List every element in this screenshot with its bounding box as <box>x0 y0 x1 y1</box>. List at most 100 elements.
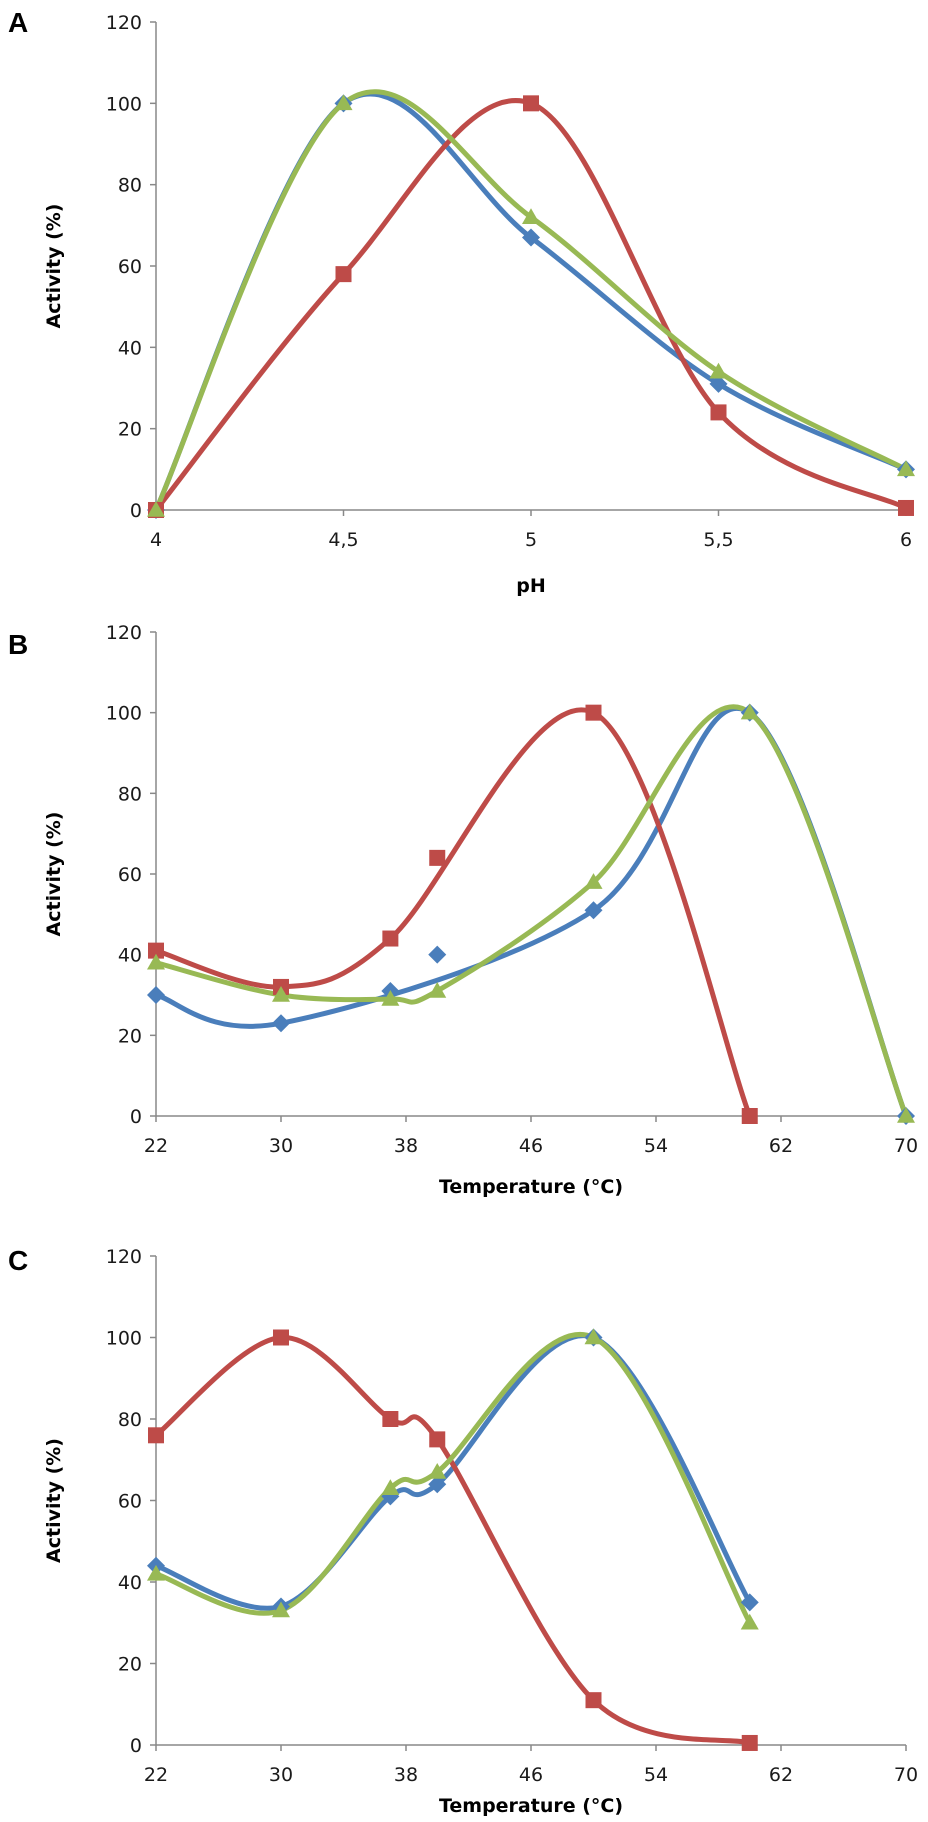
series-line-blue <box>153 706 909 1119</box>
y-tick-label: 100 <box>106 1328 142 1350</box>
y-tick-label: 20 <box>118 1654 142 1676</box>
x-tick-label: 22 <box>144 1764 168 1786</box>
series-line-red <box>153 98 909 513</box>
data-point-red <box>585 1692 602 1709</box>
panel-letter: A <box>8 7 28 38</box>
y-tick-label: 20 <box>118 419 142 441</box>
y-tick-label: 40 <box>118 945 142 967</box>
y-tick-label: 40 <box>118 1572 142 1594</box>
series-line-red <box>153 707 753 1119</box>
data-point-blue <box>428 945 447 964</box>
x-tick-label: 22 <box>144 1135 168 1157</box>
data-point-blue <box>147 986 165 1004</box>
x-tick-label: 38 <box>394 1764 418 1786</box>
data-point-green <box>272 986 290 1002</box>
x-tick-label: 30 <box>269 1764 293 1786</box>
x-tick-label: 4 <box>150 529 162 551</box>
data-point-red <box>741 1108 758 1124</box>
y-tick-label: 120 <box>106 12 142 34</box>
data-point-green <box>584 1328 603 1345</box>
data-point-red <box>429 1431 446 1448</box>
y-tick-label: 120 <box>106 622 142 644</box>
data-point-red <box>710 404 727 421</box>
data-point-green <box>381 990 400 1006</box>
data-point-red <box>585 704 602 721</box>
x-tick-label: 5,5 <box>703 529 733 551</box>
y-tick-label: 0 <box>130 1735 142 1757</box>
data-point-red <box>382 1411 399 1427</box>
data-point-green <box>428 981 447 998</box>
x-tick-label: 70 <box>894 1135 918 1157</box>
data-point-blue <box>584 901 603 920</box>
data-point-blue <box>740 1593 759 1612</box>
y-tick-label: 100 <box>106 703 142 725</box>
x-axis-title: Temperature (°C) <box>439 1176 623 1198</box>
x-tick-label: 30 <box>269 1135 293 1157</box>
data-point-red <box>148 942 164 959</box>
x-tick-label: 62 <box>769 1135 793 1157</box>
x-tick-label: 5 <box>525 529 537 551</box>
x-tick-label: 62 <box>769 1764 793 1786</box>
data-point-green <box>147 1564 165 1581</box>
data-point-green <box>740 703 759 720</box>
x-axis-title: pH <box>516 575 546 597</box>
data-point-red <box>898 499 914 516</box>
x-tick-label: 46 <box>519 1764 543 1786</box>
y-tick-label: 60 <box>118 1491 142 1513</box>
data-point-green <box>740 1613 759 1630</box>
data-point-red <box>429 849 446 866</box>
data-point-red <box>741 1734 758 1751</box>
chart-panel-c: C 0 20 40 60 80 100 120 22 30 38 46 54 62 70 Temperatur… <box>8 1245 918 1817</box>
data-point-green <box>897 460 915 477</box>
data-point-green <box>709 362 728 379</box>
x-tick-label: 70 <box>894 1764 918 1786</box>
series-line-green <box>153 1332 753 1626</box>
y-tick-label: 80 <box>118 175 142 197</box>
series-line-blue <box>153 91 909 513</box>
data-point-blue <box>272 1014 290 1033</box>
x-tick-label: 46 <box>519 1135 543 1157</box>
data-point-red <box>273 1329 289 1346</box>
y-tick-label: 0 <box>130 1106 142 1128</box>
y-tick-label: 100 <box>106 93 142 115</box>
series-line-red <box>153 1334 753 1746</box>
data-point-green <box>522 208 540 224</box>
y-tick-label: 40 <box>118 337 142 359</box>
data-point-green <box>272 1601 290 1618</box>
series-line-green <box>153 704 909 1119</box>
series-line-green <box>153 89 909 513</box>
data-point-red <box>148 1427 164 1444</box>
chart-panel-b: B 0 20 40 60 80 100 120 22 30 38 46 54 62 70 Temperatur… <box>8 622 918 1198</box>
data-point-blue <box>522 228 540 247</box>
x-tick-label: 6 <box>900 529 912 551</box>
data-point-green <box>897 1107 915 1123</box>
y-tick-label: 20 <box>118 1025 142 1047</box>
data-point-green <box>428 1462 447 1479</box>
y-axis-title: Activity (%) <box>43 204 65 329</box>
chart-panel-a: A 0 20 40 60 80 100 120 4 4,5 5 5,5 6 pH Activity (%) <box>8 7 915 597</box>
y-tick-label: 0 <box>130 500 142 522</box>
x-tick-label: 38 <box>394 1135 418 1157</box>
data-point-blue <box>709 374 728 393</box>
y-tick-label: 80 <box>118 783 142 805</box>
data-point-green <box>584 873 603 889</box>
y-axis-title: Activity (%) <box>43 812 65 937</box>
data-point-red <box>382 930 399 947</box>
data-point-red <box>523 95 539 112</box>
x-tick-label: 54 <box>644 1764 668 1786</box>
y-tick-label: 60 <box>118 256 142 278</box>
y-axis-title: Activity (%) <box>43 1438 65 1563</box>
y-tick-label: 80 <box>118 1409 142 1431</box>
data-point-red <box>335 266 352 283</box>
x-axis-title: Temperature (°C) <box>439 1795 623 1817</box>
data-point-green <box>334 94 353 111</box>
data-point-blue <box>428 1475 447 1494</box>
y-tick-label: 60 <box>118 864 142 886</box>
data-point-green <box>381 1479 400 1496</box>
x-tick-label: 54 <box>644 1135 668 1157</box>
y-tick-label: 120 <box>106 1246 142 1268</box>
panel-letter: C <box>8 1245 28 1276</box>
panel-letter: B <box>8 629 28 660</box>
